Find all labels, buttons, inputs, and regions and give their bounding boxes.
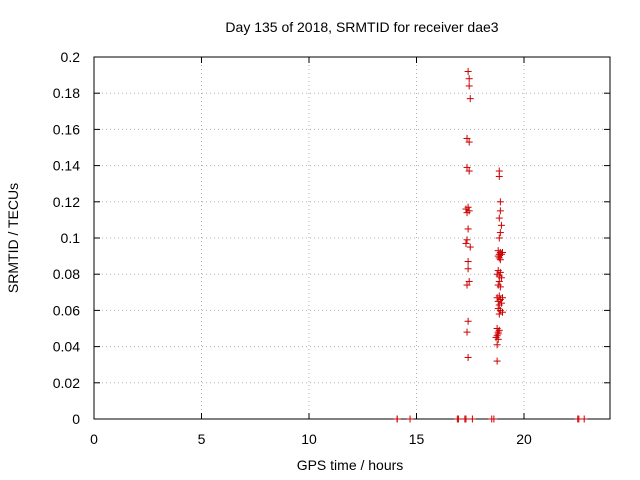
data-point: [462, 239, 470, 247]
data-point: [497, 250, 505, 258]
data-point: [495, 326, 503, 334]
data-point: [494, 335, 502, 343]
x-axis-label: GPS time / hours: [297, 457, 404, 473]
data-point: [494, 297, 502, 305]
data-point: [463, 328, 471, 336]
data-point: [580, 415, 588, 423]
data-point: [495, 214, 503, 222]
y-tick-label: 0.14: [53, 158, 80, 174]
data-point: [463, 163, 471, 171]
data-point: [495, 301, 503, 309]
y-tick-label: 0.12: [53, 194, 80, 210]
data-point: [465, 277, 473, 285]
data-point: [454, 415, 462, 423]
data-point: [462, 415, 470, 423]
data-point: [496, 198, 504, 206]
data-point: [464, 317, 472, 325]
data-point: [495, 254, 503, 262]
data-point: [490, 415, 498, 423]
data-point: [496, 229, 504, 237]
data-point: [465, 167, 473, 175]
data-point: [496, 207, 504, 215]
data-point: [463, 236, 471, 244]
y-tick-label: 0.04: [53, 339, 80, 355]
grid-lines: [94, 57, 610, 419]
data-point: [465, 82, 473, 90]
y-tick-label: 0.2: [61, 49, 81, 65]
data-point: [499, 308, 506, 316]
x-tick-label: 20: [516, 431, 532, 447]
y-tick-label: 0.1: [61, 230, 81, 246]
data-point: [493, 341, 501, 349]
data-point: [465, 138, 473, 146]
data-point: [493, 332, 501, 340]
x-tick-label: 0: [90, 431, 98, 447]
y-tick-label: 0: [72, 411, 80, 427]
data-point: [463, 281, 471, 289]
y-axis-label: SRMTID / TECUs: [5, 183, 21, 293]
data-point: [495, 172, 503, 180]
data-point: [466, 243, 474, 251]
data-point: [495, 310, 503, 318]
y-tick-label: 0.06: [53, 302, 80, 318]
data-point: [468, 415, 476, 423]
data-point: [465, 207, 473, 215]
data-point: [464, 67, 472, 75]
y-tick-label: 0.16: [53, 121, 80, 137]
data-point: [494, 252, 502, 260]
data-point: [497, 274, 505, 282]
data-points: [393, 67, 588, 423]
data-point: [497, 221, 505, 229]
data-point: [464, 203, 472, 211]
y-tick-label: 0.02: [53, 375, 80, 391]
data-point: [496, 256, 504, 264]
data-point: [463, 134, 471, 142]
data-point: [464, 353, 472, 361]
data-point: [464, 265, 472, 273]
x-tick-label: 10: [301, 431, 317, 447]
data-point: [496, 268, 504, 276]
data-point: [499, 248, 506, 256]
data-point: [464, 258, 472, 266]
data-point: [464, 225, 472, 233]
data-point: [499, 294, 506, 302]
data-point: [493, 357, 501, 365]
chart-title: Day 135 of 2018, SRMTID for receiver dae…: [225, 19, 498, 35]
data-point: [465, 75, 473, 83]
data-point: [393, 415, 401, 423]
data-point: [466, 95, 474, 103]
x-tick-label: 15: [409, 431, 425, 447]
x-tick-label: 5: [198, 431, 206, 447]
data-point: [495, 277, 503, 285]
y-tick-label: 0.18: [53, 85, 80, 101]
y-tick-label: 0.08: [53, 266, 80, 282]
axes: 0 0.02 0.04 0.06 0.08 0.1 0.12 0.14 0.16 0.18 0.2 0…: [53, 49, 611, 447]
data-point: [495, 234, 503, 242]
data-point: [406, 415, 414, 423]
data-point: [496, 283, 504, 291]
